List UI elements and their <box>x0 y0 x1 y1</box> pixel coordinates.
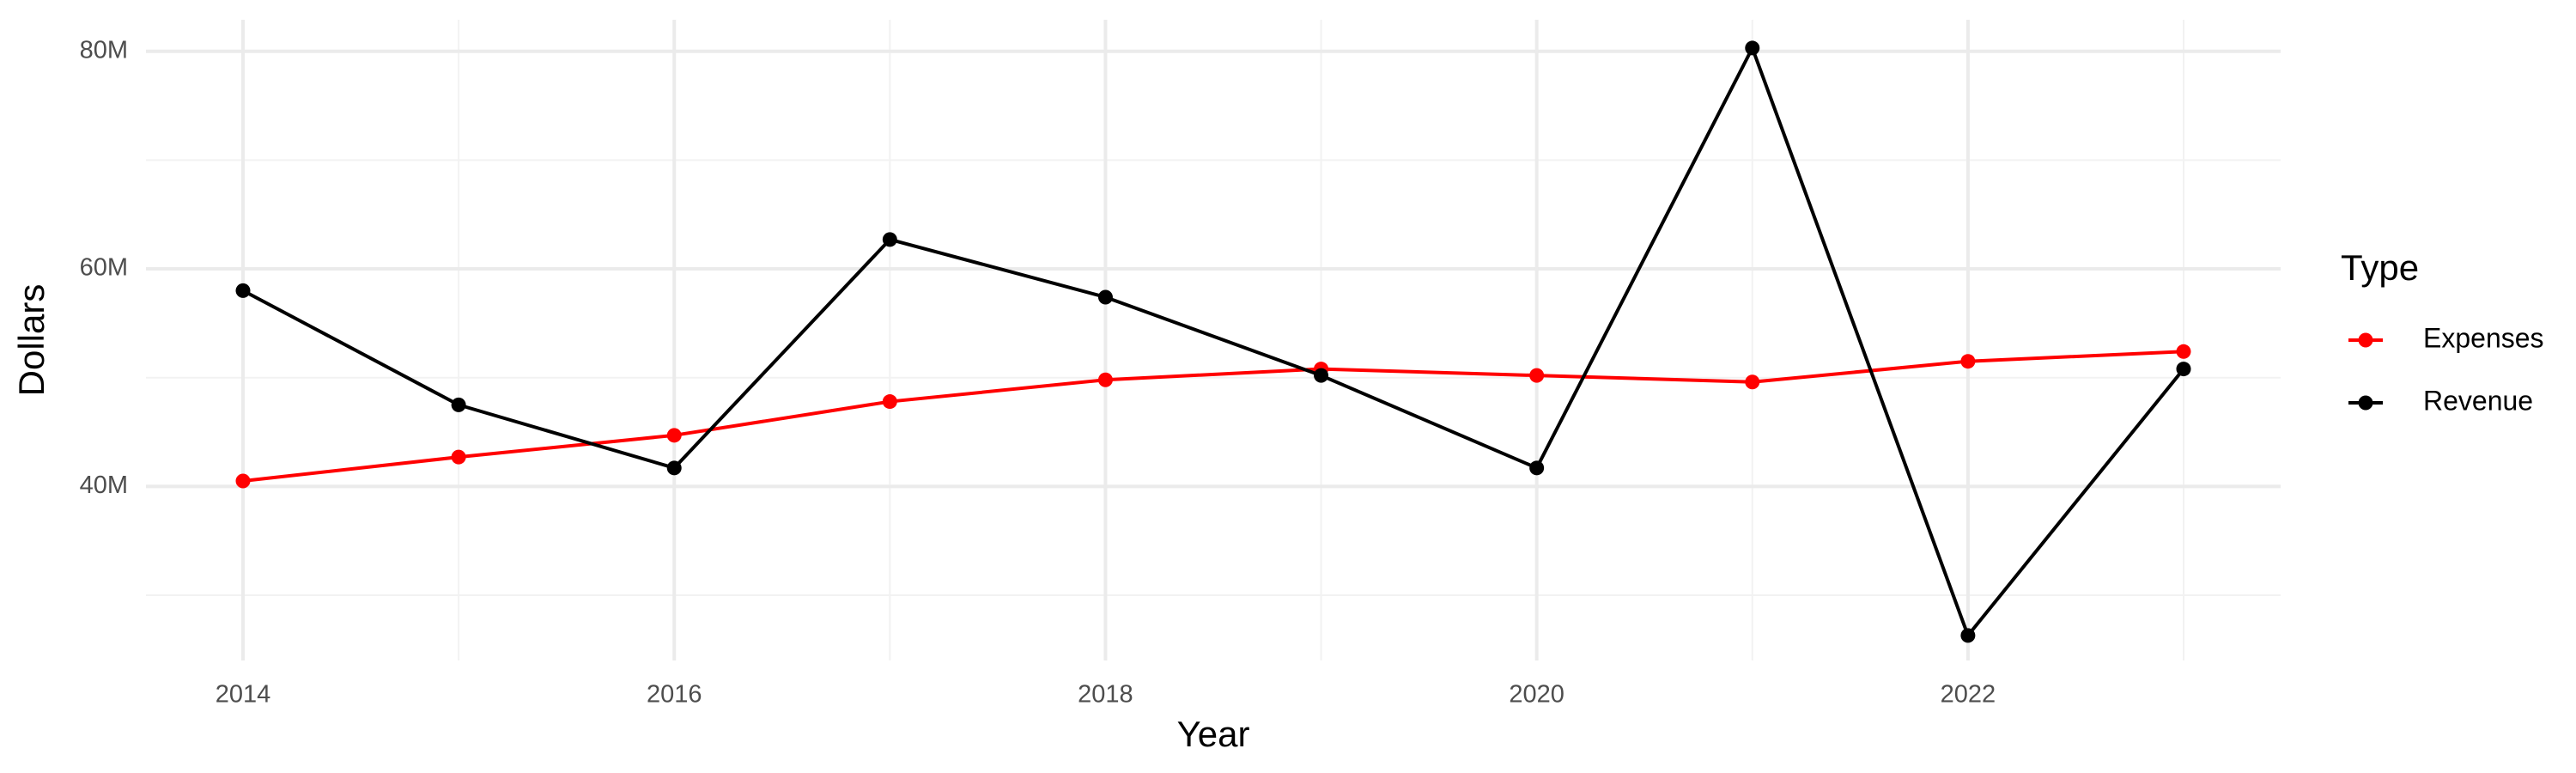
series-line <box>242 46 2185 637</box>
data-point <box>1097 289 1113 305</box>
data-point <box>882 394 897 410</box>
data-point <box>235 283 251 298</box>
legend-label: Revenue <box>2423 385 2533 416</box>
x-axis-title: Year <box>1177 714 1250 754</box>
data-point <box>1745 374 1760 390</box>
y-tick-label: 40M <box>80 472 128 499</box>
data-point <box>451 397 466 412</box>
data-point <box>1745 40 1760 56</box>
data-point <box>1314 368 1329 383</box>
data-point <box>1097 372 1113 387</box>
data-point <box>2176 344 2191 359</box>
x-tick-label: 2018 <box>1078 681 1133 709</box>
data-point <box>1960 354 1976 369</box>
x-tick-label: 2020 <box>1509 681 1564 709</box>
data-point <box>1960 628 1976 643</box>
legend-label: Expenses <box>2423 322 2544 353</box>
x-tick-label: 2016 <box>647 681 702 709</box>
legend-title: Type <box>2341 247 2419 288</box>
data-point <box>1529 368 1545 383</box>
legend-point <box>2358 395 2373 411</box>
x-tick-label: 2014 <box>216 681 271 709</box>
y-tick-label: 80M <box>80 36 128 64</box>
data-point <box>666 428 682 443</box>
data-point <box>666 460 682 476</box>
data-point <box>235 473 251 489</box>
y-tick-label: 60M <box>80 254 128 282</box>
series-line <box>242 350 2184 484</box>
data-point <box>882 232 897 247</box>
data-point <box>1529 460 1545 476</box>
y-axis-title: Dollars <box>11 284 52 397</box>
data-point <box>451 449 466 465</box>
data-point <box>2176 362 2191 377</box>
x-tick-label: 2022 <box>1941 681 1996 709</box>
legend-point <box>2358 332 2373 348</box>
